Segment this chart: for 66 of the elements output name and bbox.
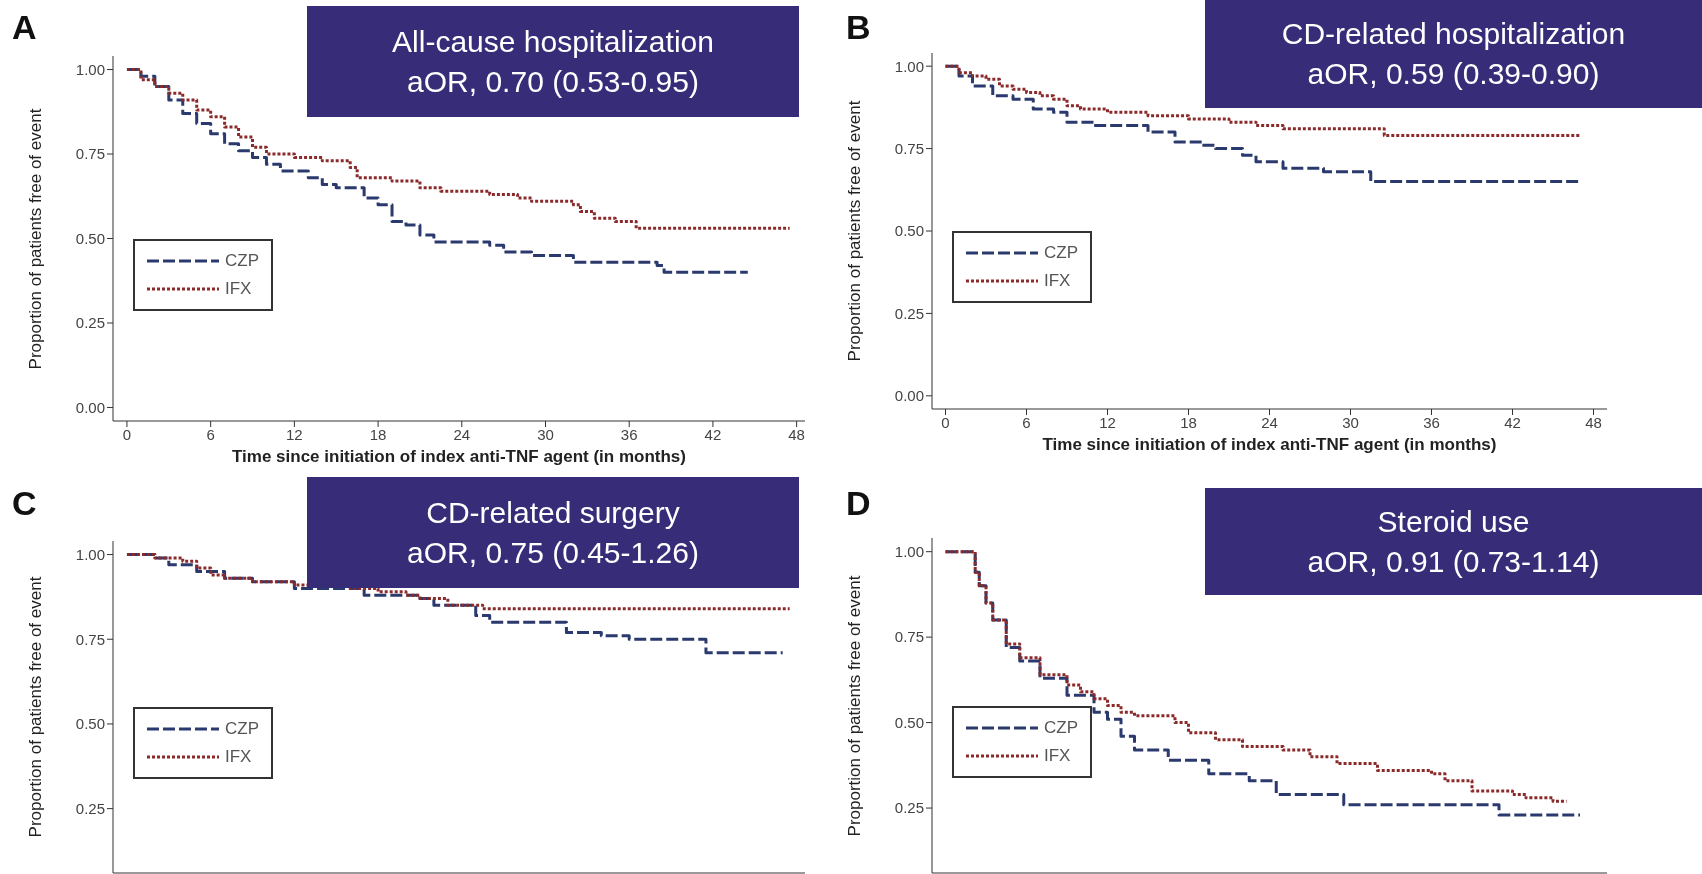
legend-label: IFX — [225, 747, 252, 767]
x-tick-label: 0 — [122, 425, 132, 443]
legend-label: IFX — [225, 278, 252, 299]
chart-subtitle: aOR, 0.70 (0.53-0.95) — [406, 63, 700, 100]
x-tick-label: 30 — [1342, 413, 1359, 431]
y-tick-label: 0.25 — [894, 799, 924, 817]
title-box: All-cause hospitalization aOR, 0.70 (0.53-0.95) — [307, 6, 799, 117]
x-axis-title: Time since initiation of index anti-TNF agent (in months) — [231, 447, 687, 467]
y-tick-label: 0.50 — [894, 222, 924, 240]
legend-label: CZP — [1044, 243, 1078, 263]
y-tick-label: 1.00 — [894, 543, 924, 560]
x-tick-label: 24 — [1261, 413, 1278, 431]
y-tick-label: 0.75 — [894, 628, 924, 646]
x-tick-label: 24 — [453, 425, 471, 443]
y-tick-label: 0.25 — [894, 304, 924, 322]
y-tick-label: 0.50 — [894, 713, 924, 731]
title-box: CD-related surgery aOR, 0.75 (0.45-1.26) — [307, 477, 799, 588]
x-tick-label: 36 — [620, 425, 638, 443]
chart-title: CD-related surgery — [425, 494, 681, 531]
y-axis-title: Proportion of patients free of event — [26, 107, 46, 371]
chart-title: Steroid use — [1376, 503, 1531, 540]
x-tick-label: 42 — [704, 425, 722, 443]
text: C — [12, 484, 37, 523]
y-tick-label: 1.00 — [894, 57, 924, 75]
chart-subtitle: aOR, 0.59 (0.39-0.90) — [1306, 56, 1601, 92]
x-tick-label: 12 — [1099, 413, 1116, 431]
legend-label: CZP — [1044, 717, 1078, 738]
y-tick-label: 1.00 — [75, 60, 105, 78]
chart-title: All-cause hospitalization — [391, 23, 715, 60]
title-box: CD-related hospitalization aOR, 0.59 (0.39-0.90) — [1205, 0, 1702, 108]
x-tick-label: 12 — [286, 425, 303, 443]
x-tick-label: 30 — [537, 425, 554, 443]
y-tick-label: 0.75 — [75, 145, 105, 163]
x-tick-label: 42 — [1504, 413, 1521, 431]
y-axis-title: Proportion of patients free of event — [845, 99, 865, 364]
text: D — [846, 484, 871, 523]
x-tick-label: 18 — [1180, 413, 1197, 431]
y-axis-title: Proportion of patients free of event — [26, 575, 46, 840]
legend-label: CZP — [225, 719, 259, 739]
x-tick-label: 6 — [206, 425, 215, 443]
legend-label: CZP — [225, 250, 259, 271]
y-tick-label: 0.50 — [75, 229, 105, 247]
y-tick-label: 0.75 — [894, 139, 924, 157]
y-tick-label: 0.00 — [894, 387, 924, 405]
y-tick-label: 0.75 — [75, 630, 105, 648]
x-tick-label: 18 — [369, 425, 387, 443]
chart-subtitle: aOR, 0.91 (0.73-1.14) — [1306, 543, 1601, 580]
chart-title: CD-related hospitalization — [1280, 16, 1627, 52]
chart-subtitle: aOR, 0.75 (0.45-1.26) — [406, 534, 700, 571]
text: B — [846, 8, 871, 47]
text: A — [12, 8, 37, 47]
legend-label: IFX — [1044, 271, 1071, 291]
y-tick-label: 0.50 — [75, 715, 105, 733]
x-tick-label: 6 — [1022, 413, 1031, 431]
x-tick-label: 36 — [1423, 413, 1440, 431]
y-tick-label: 0.25 — [75, 799, 105, 817]
x-tick-label: 48 — [788, 425, 805, 443]
y-tick-label: 0.25 — [75, 314, 105, 332]
y-tick-label: 1.00 — [75, 545, 105, 563]
y-axis-title: Proportion of patients free of event — [845, 574, 865, 838]
x-tick-label: 48 — [1585, 413, 1602, 431]
y-tick-label: 0.00 — [75, 398, 105, 416]
x-axis-title: Time since initiation of index anti-TNF agent (in months) — [1041, 435, 1498, 455]
x-tick-label: 0 — [941, 413, 950, 431]
legend-label: IFX — [1044, 745, 1071, 766]
title-box: Steroid use aOR, 0.91 (0.73-1.14) — [1205, 488, 1702, 595]
